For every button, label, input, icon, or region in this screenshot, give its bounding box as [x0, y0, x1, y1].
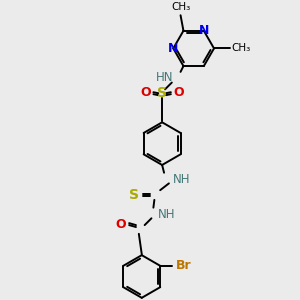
Text: HN: HN: [156, 71, 174, 84]
Text: O: O: [140, 86, 151, 99]
Text: NH: NH: [158, 208, 176, 221]
Text: S: S: [129, 188, 139, 202]
Text: N: N: [168, 42, 178, 55]
Text: CH₃: CH₃: [171, 2, 190, 12]
Text: S: S: [157, 86, 167, 100]
Text: O: O: [115, 218, 126, 231]
Text: Br: Br: [176, 259, 191, 272]
Text: N: N: [199, 24, 209, 37]
Text: NH: NH: [173, 173, 190, 186]
Text: CH₃: CH₃: [232, 44, 251, 53]
Text: O: O: [173, 86, 184, 99]
